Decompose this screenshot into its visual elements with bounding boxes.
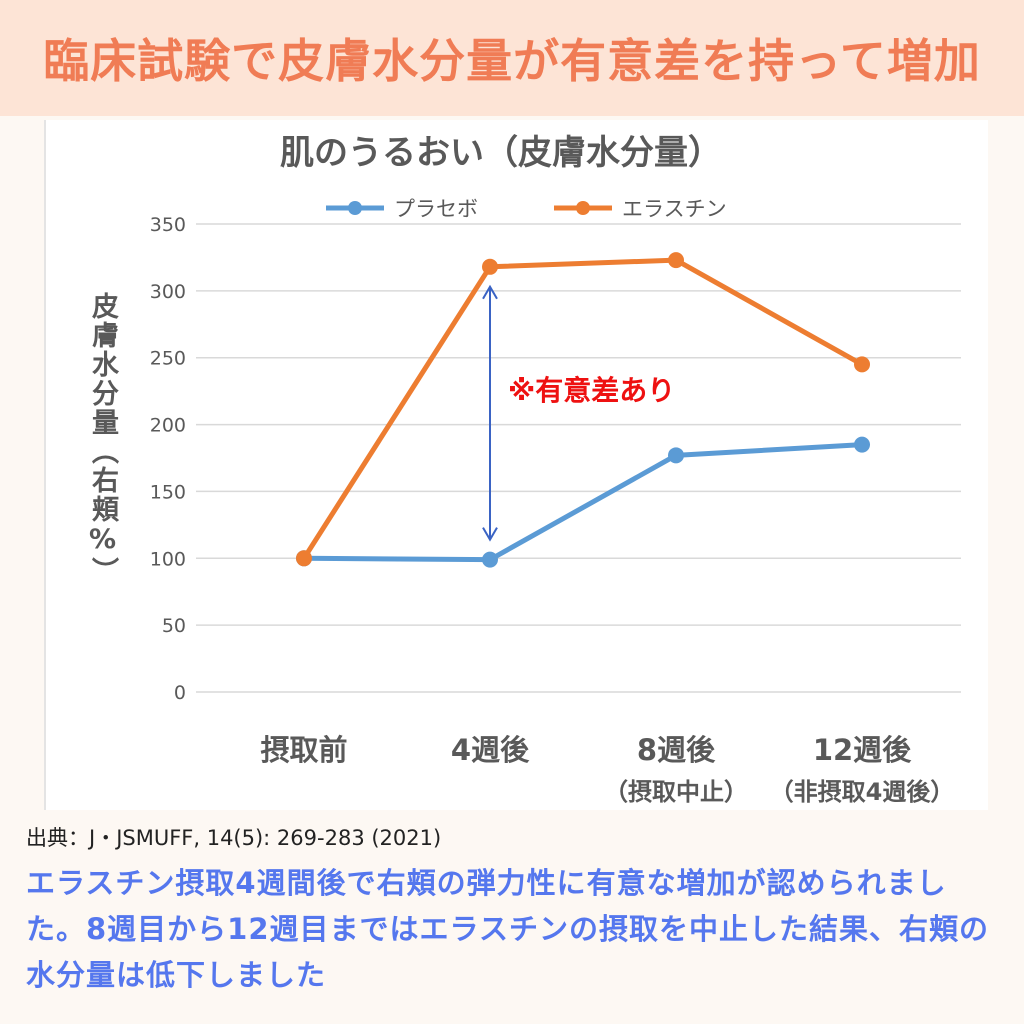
y-tick-label: 250 <box>150 348 186 370</box>
source-citation: 出典：J・JSMUFF, 14(5): 269-283 (2021) <box>26 826 442 850</box>
data-point <box>854 436 870 453</box>
data-point <box>854 356 870 373</box>
data-point <box>296 550 312 567</box>
y-tick-label: 100 <box>150 548 186 570</box>
x-tick-label: 12週後 <box>813 733 912 767</box>
arrow-head-up <box>482 284 498 300</box>
data-point <box>668 252 684 269</box>
legend-marker <box>348 201 362 215</box>
x-tick-label: 摂取前 <box>260 733 347 767</box>
series-line-elastin <box>301 257 864 560</box>
x-tick-sublabel: （非摂取4週後） <box>770 778 955 806</box>
x-tick-label: 4週後 <box>451 733 530 767</box>
y-tick-label: 300 <box>150 281 186 303</box>
x-tick-sublabel: （摂取中止） <box>604 778 748 806</box>
data-point <box>482 258 498 275</box>
y-tick-label: 50 <box>162 615 186 637</box>
y-tick-label: 350 <box>150 214 186 236</box>
data-point <box>482 551 498 568</box>
series-line-placebo <box>303 442 863 563</box>
y-tick-label: 0 <box>174 682 186 704</box>
x-tick-label: 8週後 <box>637 733 716 767</box>
legend-label: プラセボ <box>394 197 478 221</box>
data-point <box>668 447 684 464</box>
y-axis-label: 皮膚水分量（右頬%） <box>87 292 118 586</box>
y-tick-label: 200 <box>150 415 186 437</box>
significance-annotation: ※有意差あり <box>508 374 675 407</box>
chart-title: 肌のうるおい（皮膚水分量） <box>280 133 722 173</box>
line-chart: 肌のうるおい（皮膚水分量） 0 50 100 150 200 250 300 350 摂取前 4週後… <box>150 133 961 806</box>
caption-text: エラスチン摂取4週間後で右頬の弾力性に有意な増加が認められました。8週目から12… <box>26 866 989 992</box>
banner-title: 臨床試験で皮膚水分量が有意差を持って増加 <box>43 34 981 88</box>
title-banner: 臨床試験で皮膚水分量が有意差を持って増加 <box>0 0 1024 116</box>
y-tick-label: 150 <box>150 481 186 503</box>
legend-label: エラスチン <box>622 197 727 221</box>
arrow-head-down <box>482 527 498 542</box>
legend-marker <box>576 201 590 215</box>
chart-panel: 肌のうるおい（皮膚水分量） 0 50 100 150 200 250 300 350 摂取前 4週後… <box>44 120 988 810</box>
